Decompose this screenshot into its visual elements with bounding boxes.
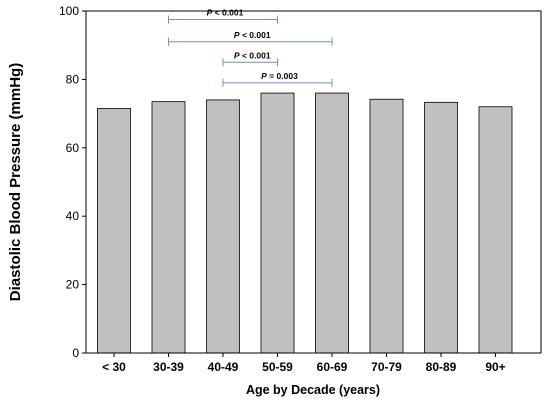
bars-group [97, 92, 513, 354]
x-tick-label: 30-39 [153, 360, 184, 374]
bar-80-89 [424, 101, 458, 354]
axes-group [82, 10, 542, 357]
x-tick-label: 90+ [485, 360, 505, 374]
x-tick-label: 40-49 [208, 360, 239, 374]
x-axis-title: Age by Decade (years) [246, 383, 380, 397]
y-tick-label: 100 [59, 4, 79, 18]
bar-60-69 [315, 92, 349, 354]
significance-brackets: P < 0.001 P < 0.001 P < 0.001 P = 0.003 [168, 8, 333, 87]
significance-bracket: P < 0.001 [222, 50, 278, 67]
y-tick-label: 40 [66, 209, 80, 223]
x-tick-label: < 30 [102, 360, 126, 374]
p-value-label: P < 0.001 [207, 8, 244, 18]
p-value-label: P < 0.001 [234, 50, 271, 60]
significance-bracket: P < 0.001 [168, 30, 333, 46]
y-axis-title: Diastolic Blood Pressure (mmHg) [7, 63, 24, 301]
bar-40-49 [206, 99, 240, 354]
tick-labels-group: 0 20 40 60 80 100 < 30 30-39 40-49 50-59 60-69 70-7… [59, 4, 506, 374]
y-tick-label: 0 [72, 346, 79, 360]
x-tick-label: 60-69 [317, 360, 348, 374]
y-tick-label: 20 [66, 278, 80, 292]
y-tick-label: 80 [66, 72, 80, 86]
bar-50-59 [260, 92, 295, 354]
plot-frame [85, 10, 542, 354]
p-value-label: P < 0.001 [234, 30, 271, 40]
x-tick-label: 70-79 [371, 360, 402, 374]
bar-90 [478, 106, 513, 354]
significance-bracket: P < 0.001 [168, 8, 278, 24]
x-tick-label: 80-89 [426, 360, 457, 374]
y-tick-label: 60 [66, 141, 80, 155]
bar-30 [97, 108, 131, 354]
p-value-label: P = 0.003 [261, 71, 298, 81]
bar-30-39 [151, 101, 186, 354]
significance-bracket: P = 0.003 [222, 71, 333, 87]
bar-70-79 [369, 98, 404, 354]
x-tick-label: 50-59 [262, 360, 293, 374]
